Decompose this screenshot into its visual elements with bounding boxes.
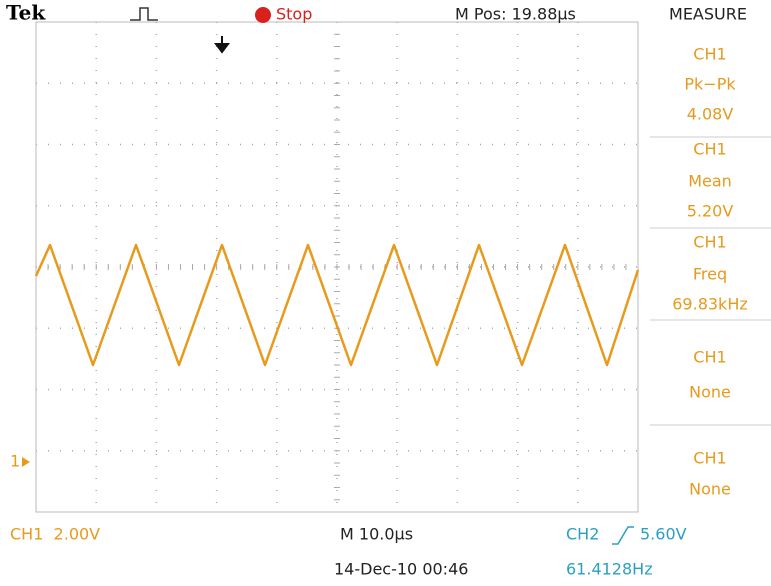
measure-type: None: [689, 480, 731, 499]
trigger-slope-icon: [612, 526, 634, 545]
measure-type: None: [689, 383, 731, 402]
measure-value: 5.20V: [687, 202, 734, 221]
ch1-marker-arrow: [22, 457, 30, 467]
trigger-frequency: 61.4128Hz: [566, 560, 653, 579]
horizontal-position: M Pos: 19.88µs: [455, 5, 576, 24]
run-status: Stop: [276, 5, 312, 24]
measure-type: Pk−Pk: [684, 75, 736, 94]
measure-channel: CH1: [693, 233, 726, 252]
stop-indicator: [255, 7, 271, 23]
graticule-border: [35, 21, 639, 513]
measure-value: 69.83kHz: [672, 295, 748, 314]
ch1-trace: [34, 243, 640, 367]
date-time: 14-Dec-10 00:46: [334, 560, 468, 579]
measure-channel: CH1: [693, 140, 726, 159]
ch1-ground-marker: 1: [10, 452, 20, 471]
measure-panel: CH1 Pk−Pk 4.08V CH1 Mean 5.20V CH1 Freq 69.83kHz…: [650, 45, 771, 499]
trigger-position-marker: [214, 36, 230, 54]
trigger-level: 5.60V: [640, 525, 687, 544]
trigger-source: CH2: [566, 525, 599, 544]
measure-type: Freq: [693, 265, 727, 284]
timebase: M 10.0µs: [340, 525, 413, 544]
acquire-icon: [130, 7, 158, 21]
measure-value: 4.08V: [687, 105, 734, 124]
menu-title: MEASURE: [669, 5, 747, 24]
brand: Tek: [6, 1, 46, 25]
measure-channel: CH1: [693, 348, 726, 367]
ch1-scale: CH1 2.00V: [10, 525, 100, 544]
measure-channel: CH1: [693, 45, 726, 64]
measure-channel: CH1: [693, 449, 726, 468]
measure-type: Mean: [688, 172, 732, 191]
